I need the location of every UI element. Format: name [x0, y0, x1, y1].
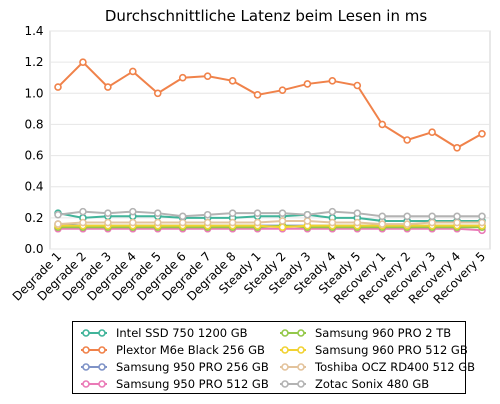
data-point	[478, 218, 486, 227]
data-point	[453, 143, 461, 152]
data-point	[478, 212, 486, 221]
legend-label: Toshiba OCZ RD400 512 GB	[315, 359, 476, 374]
legend-item: Intel SSD 750 1200 GB	[79, 324, 269, 341]
data-point	[278, 223, 287, 231]
legend-item: Zotac Sonix 480 GB	[278, 375, 475, 392]
data-point	[328, 77, 337, 85]
data-point	[178, 212, 187, 221]
data-point	[353, 218, 362, 227]
legend-swatch	[280, 379, 306, 388]
data-point	[428, 212, 436, 221]
series-line	[58, 227, 483, 232]
legend-swatch	[280, 345, 306, 354]
data-point	[353, 209, 362, 217]
data-point	[54, 210, 62, 219]
data-point	[79, 207, 87, 216]
series-line	[57, 212, 482, 222]
data-point	[378, 120, 387, 129]
data-point	[79, 58, 87, 66]
legend-swatch	[81, 362, 107, 371]
legend-swatch	[81, 328, 107, 337]
data-point	[104, 83, 112, 91]
legend-label: Samsung 950 PRO 512 GB	[116, 376, 269, 391]
data-point	[453, 218, 461, 227]
series-line	[58, 224, 482, 229]
data-point	[478, 129, 486, 138]
y-tick-label: 1.0	[24, 86, 43, 100]
data-point	[253, 209, 262, 217]
chart-title: Durchschnittliche Latenz beim Lesen in m…	[105, 7, 428, 25]
legend-swatch	[280, 362, 306, 371]
data-point	[54, 83, 62, 91]
data-point	[328, 218, 337, 227]
data-point	[79, 218, 87, 227]
data-point	[278, 86, 287, 94]
data-point	[328, 207, 337, 216]
data-point	[203, 210, 212, 219]
data-point	[129, 207, 137, 216]
legend-label: Samsung 960 PRO 512 GB	[315, 342, 468, 357]
legend-item: Samsung 950 PRO 512 GB	[79, 375, 269, 392]
data-point	[403, 220, 411, 228]
legend-swatch	[81, 345, 107, 354]
legend-label: Samsung 950 PRO 256 GB	[116, 359, 269, 374]
legend-label: Samsung 960 PRO 2 TB	[315, 325, 452, 340]
data-point	[104, 209, 112, 217]
data-point	[303, 80, 312, 88]
series-1	[54, 58, 486, 152]
data-point	[178, 218, 187, 227]
data-point	[228, 218, 237, 227]
y-tick-label: 0.4	[24, 180, 43, 194]
legend: Intel SSD 750 1200 GB Plextor M6e Black 2…	[72, 321, 475, 394]
data-point	[253, 218, 262, 227]
data-point	[104, 218, 112, 227]
data-point	[253, 91, 262, 99]
data-point	[403, 136, 411, 144]
series-line	[57, 219, 482, 226]
data-point	[203, 72, 212, 80]
data-point	[153, 218, 162, 227]
data-point	[153, 89, 162, 98]
legend-item: Samsung 950 PRO 256 GB	[79, 358, 269, 375]
data-point	[228, 209, 237, 217]
y-tick-label: 1.2	[24, 55, 43, 69]
data-point	[54, 220, 62, 228]
data-point	[378, 220, 387, 228]
data-point	[178, 73, 187, 82]
series-7	[54, 207, 486, 221]
data-point	[428, 218, 436, 227]
legend-label: Zotac Sonix 480 GB	[315, 376, 430, 391]
data-point	[278, 209, 287, 217]
y-tick-label: 0.0	[24, 242, 43, 256]
data-point	[203, 218, 212, 227]
data-point	[353, 81, 362, 90]
data-point	[378, 212, 387, 221]
data-point	[278, 217, 287, 225]
series-line	[57, 210, 482, 218]
y-tick-label: 1.4	[24, 24, 43, 38]
legend-item: Samsung 960 PRO 512 GB	[278, 341, 475, 358]
series-6	[54, 217, 486, 228]
series-line	[57, 60, 483, 149]
data-point	[129, 218, 137, 227]
data-point	[453, 212, 461, 221]
legend-label: Plextor M6e Black 256 GB	[116, 342, 265, 357]
legend-swatch	[81, 379, 107, 388]
data-point	[153, 209, 162, 217]
y-tick-label: 0.8	[24, 117, 43, 131]
data-point	[129, 67, 137, 76]
legend-item: Plextor M6e Black 256 GB	[79, 341, 269, 358]
legend-item: Samsung 960 PRO 2 TB	[278, 324, 475, 341]
y-tick-label: 0.2	[24, 211, 43, 225]
legend-label: Intel SSD 750 1200 GB	[116, 325, 248, 340]
data-point	[303, 217, 312, 225]
legend-item: Toshiba OCZ RD400 512 GB	[278, 358, 475, 375]
data-point	[228, 77, 237, 85]
data-point	[403, 212, 411, 221]
legend-swatch	[280, 328, 306, 337]
data-point	[303, 210, 312, 219]
data-point	[428, 128, 436, 137]
y-tick-label: 0.6	[24, 149, 43, 163]
